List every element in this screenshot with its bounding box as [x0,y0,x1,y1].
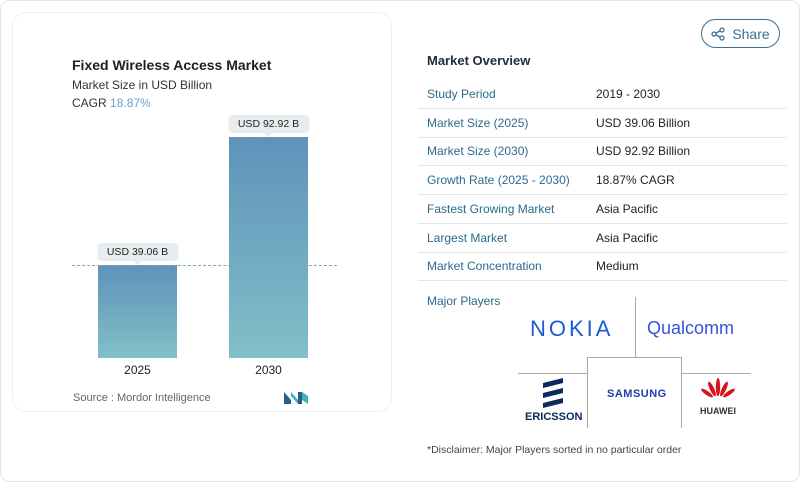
x-tick-label: 2025 [124,363,151,377]
chart-subtitle: Market Size in USD Billion [72,78,213,92]
share-icon [711,26,725,41]
cagr: CAGR 18.87% [72,96,151,110]
row-value: Asia Pacific [596,230,659,245]
data-label: USD 92.92 B [227,115,310,137]
huawei-flower-icon [701,378,735,398]
row-value: 18.87% CAGR [596,173,675,188]
chart-card [12,12,392,412]
bar-2025 [98,265,177,358]
overview-row: Largest Market Asia Pacific [418,224,787,253]
overview-row: Market Size (2030) USD 92.92 Billion [418,137,787,167]
overview-row: Market Concentration Medium [418,252,787,282]
row-key: Market Size (2030) [427,144,529,159]
row-value: USD 92.92 Billion [596,144,691,159]
row-key: Market Size (2025) [427,115,529,130]
grid-divider [682,373,751,374]
overview-row: Fastest Growing Market Asia Pacific [418,195,787,224]
row-key: Fastest Growing Market [427,201,555,216]
row-value: 2019 - 2030 [596,87,661,101]
share-button[interactable]: Share [701,19,780,48]
bar-2030 [229,137,308,358]
row-value: Asia Pacific [596,201,659,216]
ericsson-mark-icon [543,378,563,408]
nokia-logo: NOKIA [530,316,614,341]
x-tick-label: 2030 [255,363,282,377]
qualcomm-logo: Qualcomm [647,318,735,338]
share-label: Share [732,25,770,42]
row-key: Largest Market [427,230,508,245]
samsung-box [587,357,682,428]
chart-title: Fixed Wireless Access Market [72,57,272,73]
row-value: USD 39.06 Billion [596,115,691,130]
overview-title: Market Overview [427,53,531,68]
overview-row: Study Period 2019 - 2030 [418,80,787,109]
disclaimer: *Disclaimer: Major Players sorted in no … [427,444,682,456]
cagr-value: 18.87% [110,96,151,110]
samsung-logo: SAMSUNG [607,388,667,400]
cagr-label: CAGR [72,96,107,110]
major-players-label: Major Players [427,294,501,308]
overview-row: Growth Rate (2025 - 2030) 18.87% CAGR [418,166,787,196]
reference-line [72,265,337,266]
ericsson-logo: ERICSSON [525,411,583,423]
huawei-logo: HUAWEI [700,406,736,416]
row-value: Medium [596,259,639,274]
row-key: Study Period [427,87,496,101]
source-text: Source : Mordor Intelligence [73,392,211,404]
row-key: Growth Rate (2025 - 2030) [427,173,570,188]
mordor-logo-icon [284,392,308,404]
grid-divider [635,297,636,357]
grid-divider [518,373,587,374]
row-key: Market Concentration [427,259,542,274]
data-label: USD 39.06 B [96,243,179,266]
overview-row: Market Size (2025) USD 39.06 Billion [418,109,787,138]
